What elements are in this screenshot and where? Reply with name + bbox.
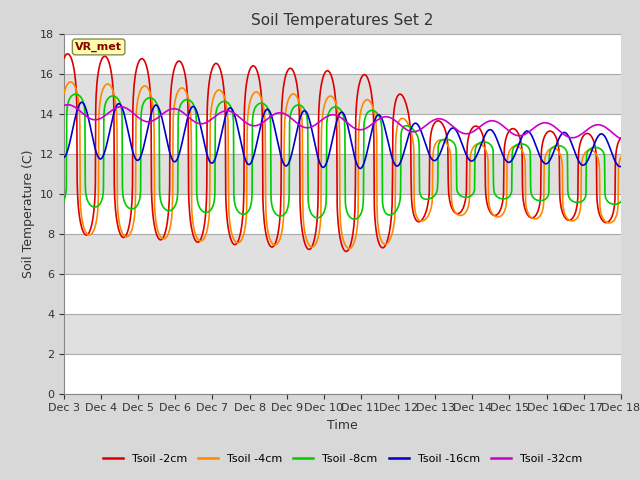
Tsoil -16cm [552, 144, 559, 150]
Tsoil -4cm [246, 97, 254, 103]
Tsoil -2cm [171, 65, 179, 71]
Tsoil -8cm [350, 216, 358, 222]
Tsoil -4cm [617, 155, 625, 160]
Tsoil -2cm [617, 135, 625, 141]
Line: Tsoil -2cm: Tsoil -2cm [64, 54, 621, 252]
Tsoil -32cm [617, 136, 625, 142]
Tsoil -32cm [171, 106, 179, 112]
Tsoil -16cm [502, 158, 510, 164]
Tsoil -4cm [184, 95, 192, 101]
Tsoil -16cm [60, 155, 68, 160]
Tsoil -8cm [617, 199, 625, 204]
Tsoil -16cm [617, 164, 625, 169]
Tsoil -2cm [342, 249, 350, 254]
Bar [64, 274, 621, 313]
Tsoil -4cm [346, 246, 353, 252]
Title: Soil Temperatures Set 2: Soil Temperatures Set 2 [252, 13, 433, 28]
Tsoil -4cm [502, 201, 510, 207]
Tsoil -8cm [171, 204, 179, 210]
Tsoil -8cm [502, 195, 510, 201]
Tsoil -2cm [502, 134, 510, 140]
Tsoil -16cm [429, 157, 437, 163]
Tsoil -16cm [78, 99, 86, 105]
Tsoil -32cm [551, 124, 559, 130]
Bar [64, 34, 621, 73]
Tsoil -4cm [429, 147, 437, 153]
Tsoil -32cm [64, 102, 72, 108]
Tsoil -4cm [171, 100, 179, 106]
Tsoil -8cm [552, 143, 559, 149]
Bar [64, 114, 621, 154]
Bar [64, 73, 621, 114]
Tsoil -32cm [502, 126, 509, 132]
Legend: Tsoil -2cm, Tsoil -4cm, Tsoil -8cm, Tsoil -16cm, Tsoil -32cm: Tsoil -2cm, Tsoil -4cm, Tsoil -8cm, Tsoi… [99, 450, 586, 468]
Tsoil -16cm [171, 159, 179, 165]
Line: Tsoil -16cm: Tsoil -16cm [64, 102, 621, 168]
Bar [64, 234, 621, 274]
Tsoil -32cm [429, 118, 437, 123]
Tsoil -2cm [184, 113, 192, 119]
Tsoil -8cm [60, 197, 68, 203]
Y-axis label: Soil Temperature (C): Soil Temperature (C) [22, 149, 35, 278]
Tsoil -2cm [60, 55, 68, 61]
Tsoil -32cm [60, 103, 68, 108]
Bar [64, 154, 621, 193]
X-axis label: Time: Time [327, 419, 358, 432]
Tsoil -2cm [552, 133, 559, 139]
Bar [64, 313, 621, 354]
Line: Tsoil -8cm: Tsoil -8cm [64, 94, 621, 219]
Bar [64, 193, 621, 234]
Bar [64, 354, 621, 394]
Tsoil -32cm [246, 122, 254, 128]
Tsoil -8cm [429, 194, 437, 200]
Tsoil -16cm [246, 161, 254, 167]
Line: Tsoil -32cm: Tsoil -32cm [64, 105, 621, 139]
Text: VR_met: VR_met [75, 42, 122, 52]
Tsoil -4cm [60, 91, 68, 96]
Tsoil -8cm [246, 204, 254, 209]
Tsoil -4cm [552, 146, 559, 152]
Tsoil -8cm [184, 97, 192, 103]
Tsoil -16cm [184, 113, 192, 119]
Tsoil -2cm [63, 51, 71, 57]
Tsoil -16cm [356, 166, 364, 171]
Tsoil -8cm [72, 91, 79, 97]
Line: Tsoil -4cm: Tsoil -4cm [64, 82, 621, 249]
Tsoil -2cm [429, 122, 437, 128]
Tsoil -2cm [246, 65, 254, 71]
Tsoil -32cm [184, 114, 192, 120]
Tsoil -4cm [67, 79, 74, 85]
